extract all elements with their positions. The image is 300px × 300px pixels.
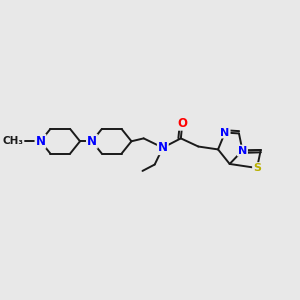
Text: N: N	[238, 146, 247, 156]
Text: N: N	[35, 135, 46, 148]
Text: CH₃: CH₃	[2, 136, 23, 146]
Text: O: O	[177, 117, 187, 130]
Text: N: N	[87, 135, 97, 148]
Text: N: N	[158, 141, 168, 154]
Text: S: S	[253, 163, 261, 173]
Text: N: N	[220, 128, 230, 138]
